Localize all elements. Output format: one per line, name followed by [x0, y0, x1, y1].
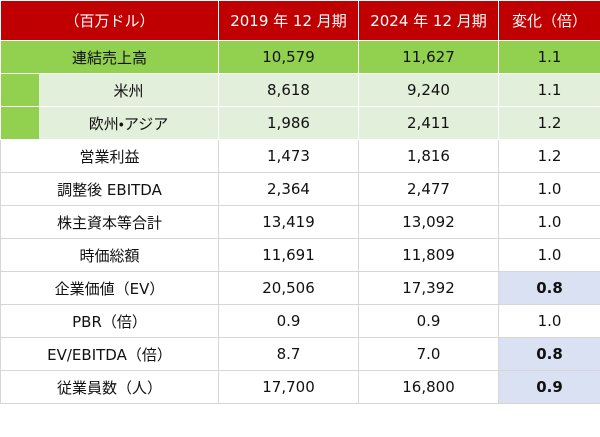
value-cell: 2,364 [218, 172, 359, 206]
value-cell: 1,473 [218, 139, 359, 173]
row-label: 時価総額 [0, 238, 219, 272]
table-row: 営業利益 1,473 1,816 1.2 [0, 139, 600, 173]
value-cell: 0.8 [498, 271, 600, 305]
row-label: 連結売上高 [0, 40, 219, 74]
value-cell: 8,618 [218, 73, 359, 107]
value-cell: 13,092 [358, 205, 499, 239]
header-cell: 変化（倍） [498, 0, 600, 41]
value-cell: 0.8 [498, 337, 600, 371]
row-label: 欧州・アジア [0, 106, 219, 140]
header-cell: 2024 年 12 月期 [358, 0, 499, 41]
value-cell: 1.0 [498, 304, 600, 338]
table-header: （百万ドル） 2019 年 12 月期 2024 年 12 月期 変化（倍） [0, 0, 600, 41]
table-row: 米州 8,618 9,240 1.1 [0, 73, 600, 107]
row-label: PBR（倍） [0, 304, 219, 338]
table-row: 連結売上高 10,579 11,627 1.1 [0, 40, 600, 74]
table-body: 連結売上高 10,579 11,627 1.1 米州 8,618 9,240 1.1 欧州・アジ… [0, 40, 600, 404]
table-row: EV/EBITDA（倍） 8.7 7.0 0.8 [0, 337, 600, 371]
row-label: 調整後 EBITDA [0, 172, 219, 206]
value-cell: 2,411 [358, 106, 499, 140]
value-cell: 0.9 [498, 370, 600, 404]
value-cell: 1.2 [498, 139, 600, 173]
row-label: EV/EBITDA（倍） [0, 337, 219, 371]
header-row: （百万ドル） 2019 年 12 月期 2024 年 12 月期 変化（倍） [0, 0, 600, 41]
value-cell: 11,627 [358, 40, 499, 74]
table-row: 株主資本等合計 13,419 13,092 1.0 [0, 205, 600, 239]
table-row: PBR（倍） 0.9 0.9 1.0 [0, 304, 600, 338]
row-label: 従業員数（人） [0, 370, 219, 404]
value-cell: 1.1 [498, 73, 600, 107]
header-cell: 2019 年 12 月期 [218, 0, 359, 41]
table-row: 企業価値（EV） 20,506 17,392 0.8 [0, 271, 600, 305]
table-row: 従業員数（人） 17,700 16,800 0.9 [0, 370, 600, 404]
row-label: 株主資本等合計 [0, 205, 219, 239]
value-cell: 1.0 [498, 238, 600, 272]
row-label: 営業利益 [0, 139, 219, 173]
value-cell: 1,816 [358, 139, 499, 173]
value-cell: 16,800 [358, 370, 499, 404]
value-cell: 9,240 [358, 73, 499, 107]
value-cell: 20,506 [218, 271, 359, 305]
value-cell: 7.0 [358, 337, 499, 371]
data-table: （百万ドル） 2019 年 12 月期 2024 年 12 月期 変化（倍） 連結売上… [0, 0, 600, 404]
value-cell: 1.1 [498, 40, 600, 74]
value-cell: 0.9 [218, 304, 359, 338]
value-cell: 1.2 [498, 106, 600, 140]
value-cell: 1.0 [498, 172, 600, 206]
value-cell: 1.0 [498, 205, 600, 239]
table-row: 時価総額 11,691 11,809 1.0 [0, 238, 600, 272]
table-row: 欧州・アジア 1,986 2,411 1.2 [0, 106, 600, 140]
value-cell: 17,700 [218, 370, 359, 404]
value-cell: 17,392 [358, 271, 499, 305]
value-cell: 11,691 [218, 238, 359, 272]
table-row: 調整後 EBITDA 2,364 2,477 1.0 [0, 172, 600, 206]
value-cell: 8.7 [218, 337, 359, 371]
value-cell: 2,477 [358, 172, 499, 206]
value-cell: 11,809 [358, 238, 499, 272]
row-label: 米州 [0, 73, 219, 107]
value-cell: 0.9 [358, 304, 499, 338]
header-cell: （百万ドル） [0, 0, 219, 41]
value-cell: 13,419 [218, 205, 359, 239]
value-cell: 10,579 [218, 40, 359, 74]
value-cell: 1,986 [218, 106, 359, 140]
row-label: 企業価値（EV） [0, 271, 219, 305]
